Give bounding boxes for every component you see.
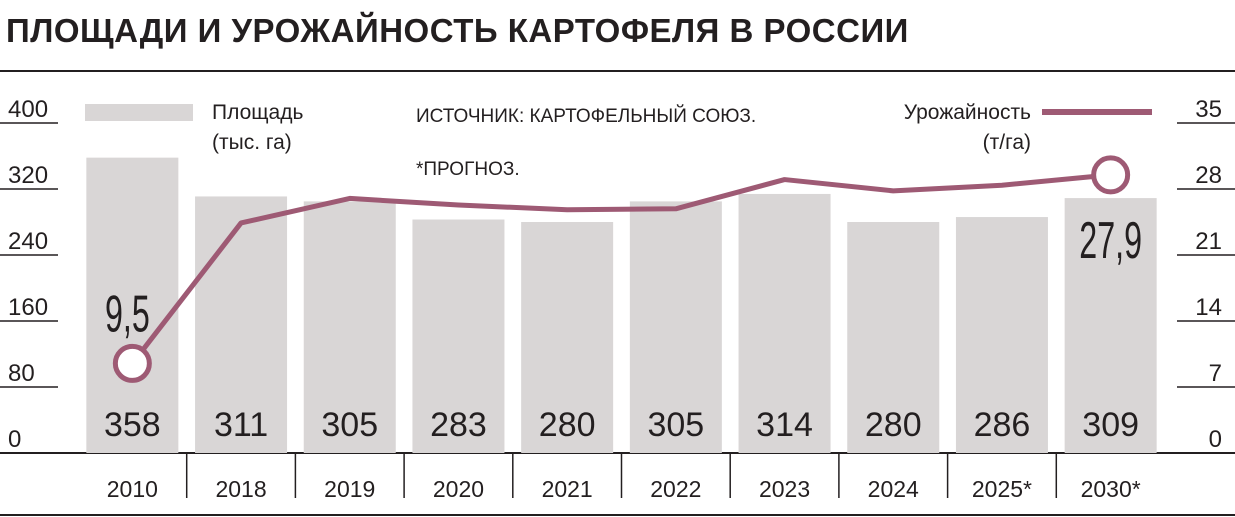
title-rule [0, 70, 1235, 72]
left-axis-tick-label: 0 [8, 426, 21, 453]
area-bar [303, 201, 396, 453]
area-bars: 358 311 305 283 280 305 314 280 286 309 [86, 157, 1157, 454]
left-axis-tick-label: 240 [8, 228, 48, 255]
yield-endpoint-marker [112, 343, 152, 383]
source-note: ИСТОЧНИК: КАРТОФЕЛЬНЫЙ СОЮЗ. [416, 105, 756, 127]
area-bar-value-label: 283 [430, 406, 487, 444]
category-label: 2024 [868, 476, 919, 502]
area-bar-value-label: 280 [865, 406, 922, 444]
category-label: 2019 [324, 476, 375, 502]
left-axis-tick-label: 80 [8, 360, 35, 387]
yield-line: 9,5 27,9 [105, 155, 1142, 383]
right-axis-tick-label: 35 [1195, 96, 1222, 123]
area-bar-value-label: 358 [104, 406, 161, 444]
area-bar [86, 157, 179, 453]
yield-annotation-label: 9,5 [105, 286, 150, 344]
yield-endpoint-marker [1091, 155, 1131, 195]
category-label: 2020 [433, 476, 484, 502]
right-axis-tick-label: 14 [1195, 294, 1222, 321]
left-axis-tick-label: 320 [8, 162, 48, 189]
area-bar-value-label: 314 [756, 406, 813, 444]
legend-yield-label-line2: (т/га) [983, 131, 1031, 154]
legend-yield-label-line1: Урожайность [904, 101, 1031, 124]
left-axis-tick-label: 160 [8, 294, 48, 321]
category-label: 2023 [759, 476, 810, 502]
legend-area-swatch [85, 104, 193, 121]
legend-area-label-line1: Площадь [212, 101, 303, 124]
area-bar-value-label: 286 [974, 406, 1031, 444]
category-label: 2018 [215, 476, 266, 502]
area-bar [195, 196, 288, 454]
category-label: 2030* [1081, 476, 1141, 502]
right-axis-tick-label: 21 [1195, 228, 1222, 255]
area-bar-value-label: 305 [647, 406, 704, 444]
area-bar-value-label: 280 [539, 406, 596, 444]
area-bar [847, 222, 940, 453]
right-axis-tick-label: 7 [1209, 360, 1222, 387]
area-bar [629, 201, 722, 453]
yield-series-line [130, 172, 1111, 365]
area-bar [412, 219, 505, 453]
left-axis-tick-label: 400 [8, 96, 48, 123]
area-bar [738, 193, 831, 453]
area-bar-value-label: 311 [214, 406, 268, 444]
area-bar [521, 222, 614, 453]
area-bar [1064, 198, 1157, 453]
category-label: 2025* [972, 476, 1032, 502]
chart-title: ПЛОЩАДИ И УРОЖАЙНОСТЬ КАРТОФЕЛЯ В РОССИИ [6, 12, 909, 49]
category-label: 2010 [107, 476, 158, 502]
area-bar-value-label: 305 [321, 406, 378, 444]
category-label: 2022 [650, 476, 701, 502]
area-bar-value-label: 309 [1082, 406, 1139, 444]
forecast-note: *ПРОГНОЗ. [416, 159, 520, 180]
area-bar [955, 217, 1048, 453]
category-label: 2021 [542, 476, 593, 502]
axes: 0 80 160 240 320 400 0 7 14 21 28 35 2010 2018 2019 202… [0, 96, 1235, 516]
right-axis-tick-label: 28 [1195, 162, 1222, 189]
legend-area-label-line2: (тыс. га) [212, 131, 292, 154]
yield-annotation-label: 27,9 [1079, 212, 1142, 270]
right-axis-tick-label: 0 [1209, 426, 1222, 453]
legend: Площадь (тыс. га) ИСТОЧНИК: КАРТОФЕЛЬНЫЙ… [85, 101, 1152, 180]
